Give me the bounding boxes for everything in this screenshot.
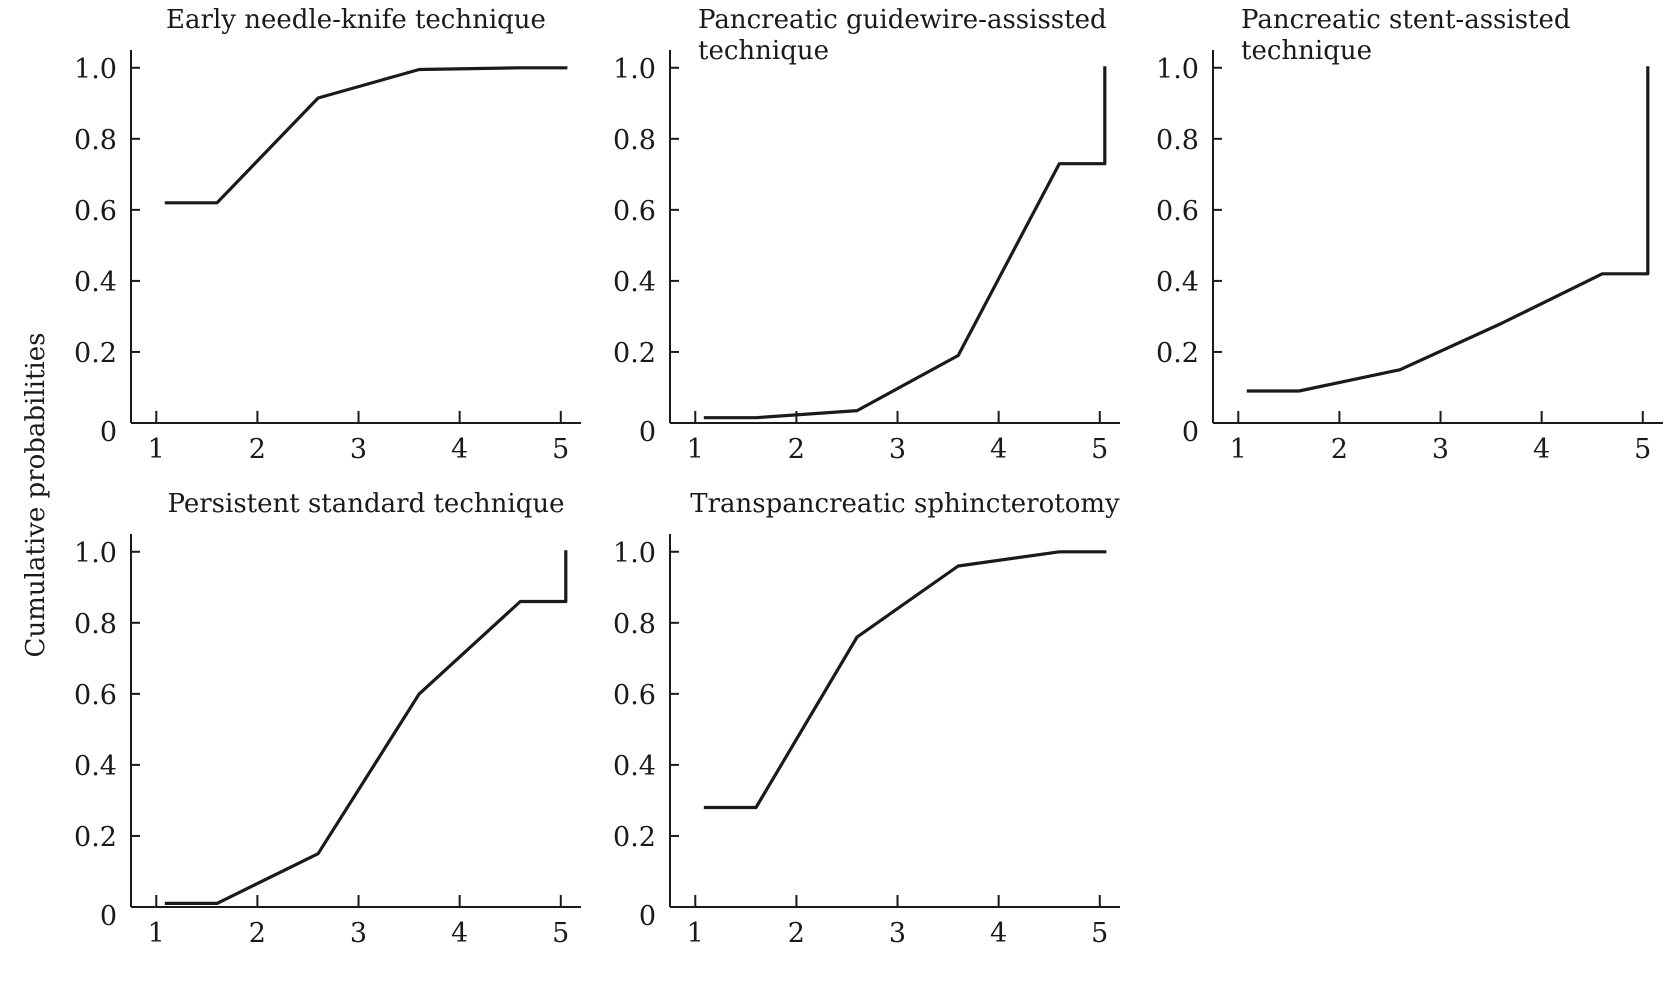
x-tick-label: 4: [451, 434, 468, 465]
y-tick-label: 0.2: [74, 822, 117, 853]
y-axis-label: Cumulative probabilities: [21, 333, 51, 658]
y-tick-label: 0.2: [613, 338, 656, 369]
y-tick-label: 1.0: [613, 538, 656, 569]
panel-title: technique: [698, 36, 829, 66]
panel-title: Transpancreatic sphincterotomy: [690, 489, 1120, 519]
x-tick-label: 2: [249, 918, 266, 949]
x-tick-label: 3: [1432, 434, 1449, 465]
x-tick-label: 5: [1634, 434, 1651, 465]
x-tick-label: 2: [249, 434, 266, 465]
x-tick-label: 4: [451, 918, 468, 949]
y-tick-label: 0.4: [613, 751, 656, 782]
x-tick-label: 3: [889, 434, 906, 465]
x-tick-label: 1: [687, 918, 704, 949]
x-tick-label: 4: [990, 434, 1007, 465]
x-tick-label: 5: [552, 918, 569, 949]
y-tick-label: 1.0: [1156, 54, 1199, 85]
y-tick-label: 0.4: [1156, 267, 1199, 298]
x-tick-label: 5: [552, 434, 569, 465]
y-tick-label: 0.4: [74, 267, 117, 298]
x-tick-label: 3: [350, 918, 367, 949]
y-tick-label: 0.2: [1156, 338, 1199, 369]
y-tick-label: 0.6: [74, 196, 117, 227]
panel-title: Early needle-knife technique: [166, 5, 546, 35]
y-tick-label: 0.2: [613, 822, 656, 853]
y-tick-label: 0: [100, 901, 117, 932]
y-tick-label: 1.0: [613, 54, 656, 85]
cumulative-probability-line: [164, 66, 568, 205]
y-tick-label: 0.8: [1156, 125, 1199, 156]
x-tick-label: 3: [350, 434, 367, 465]
x-tick-label: 2: [788, 918, 805, 949]
x-tick-label: 1: [148, 434, 165, 465]
y-tick-label: 0.8: [74, 609, 117, 640]
y-tick-label: 0.8: [613, 609, 656, 640]
panel-5: Transpancreatic sphincterotomy 0 0.2 0.4 0.6…: [613, 489, 1120, 949]
x-tick-label: 2: [1331, 434, 1348, 465]
panel-title: Pancreatic stent-assisted: [1241, 5, 1571, 35]
y-tick-label: 0: [639, 417, 656, 448]
x-tick-label: 1: [1230, 434, 1247, 465]
y-tick-label: 0.4: [74, 751, 117, 782]
y-tick-label: 0: [100, 417, 117, 448]
x-tick-label: 1: [687, 434, 704, 465]
panel-title: Pancreatic guidewire-assissted: [698, 5, 1107, 35]
y-tick-label: 0.6: [1156, 196, 1199, 227]
y-tick-label: 0: [639, 901, 656, 932]
cumulative-probability-line: [703, 550, 1107, 810]
cumulative-probability-line: [1246, 66, 1650, 393]
panel-title: technique: [1241, 36, 1372, 66]
panel-1: Early needle-knife technique 0 0.2 0.4 0.6 0.…: [74, 5, 581, 465]
x-tick-label: 5: [1091, 434, 1108, 465]
cumulative-probability-line: [164, 550, 568, 906]
y-tick-label: 0.6: [613, 196, 656, 227]
y-tick-label: 0.8: [613, 125, 656, 156]
x-tick-label: 4: [990, 918, 1007, 949]
y-tick-label: 0.2: [74, 338, 117, 369]
x-tick-label: 3: [889, 918, 906, 949]
panel-4: Persistent standard technique 0 0.2 0.4 0.6 0…: [74, 489, 581, 949]
y-tick-label: 0: [1182, 417, 1199, 448]
y-tick-label: 0.4: [613, 267, 656, 298]
x-tick-label: 1: [148, 918, 165, 949]
x-tick-label: 2: [788, 434, 805, 465]
y-tick-label: 0.6: [613, 680, 656, 711]
x-tick-label: 4: [1533, 434, 1550, 465]
y-tick-label: 1.0: [74, 54, 117, 85]
x-tick-label: 5: [1091, 918, 1108, 949]
y-tick-label: 1.0: [74, 538, 117, 569]
y-tick-label: 0.8: [74, 125, 117, 156]
y-tick-label: 0.6: [74, 680, 117, 711]
panel-title: Persistent standard technique: [168, 489, 565, 519]
cumulative-probability-line: [703, 66, 1107, 420]
